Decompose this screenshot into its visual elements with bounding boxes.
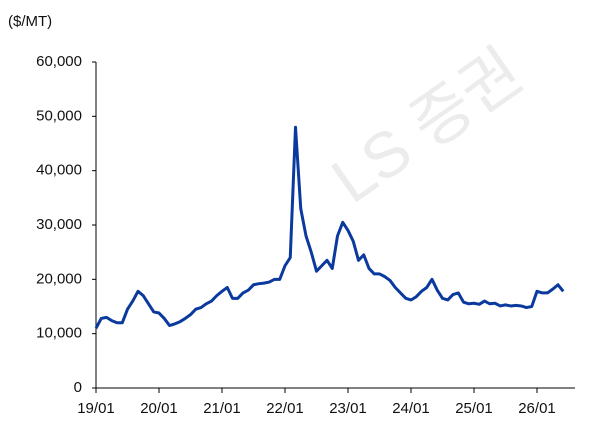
y-tick-label: 10,000	[36, 325, 82, 342]
line	[94, 125, 565, 329]
x-tick-label: 25/01	[455, 400, 493, 417]
watermark: LS 증권	[319, 35, 535, 217]
x-tick-label: 22/01	[266, 400, 304, 417]
y-tick-label: 20,000	[36, 270, 82, 287]
y-tick-label: 60,000	[36, 53, 82, 70]
x-tick-label: 23/01	[329, 400, 367, 417]
x-tick-label: 20/01	[140, 400, 178, 417]
x-tick-label: 24/01	[392, 400, 430, 417]
y-tick-label: 0	[74, 379, 82, 396]
y-tick-label: 30,000	[36, 216, 82, 233]
y-tick-label: 40,000	[36, 162, 82, 179]
y-tick-label: 50,000	[36, 107, 82, 124]
x-tick-label: 19/01	[77, 400, 115, 417]
x-tick-label: 21/01	[203, 400, 241, 417]
y-axis-label: ($/MT)	[8, 13, 52, 30]
x-tick-label: 26/01	[518, 400, 556, 417]
